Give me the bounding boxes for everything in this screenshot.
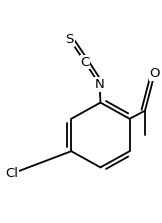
Text: S: S: [65, 33, 74, 46]
Text: C: C: [80, 56, 90, 69]
Text: N: N: [95, 78, 104, 91]
Text: O: O: [150, 67, 160, 80]
Text: Cl: Cl: [5, 167, 18, 180]
